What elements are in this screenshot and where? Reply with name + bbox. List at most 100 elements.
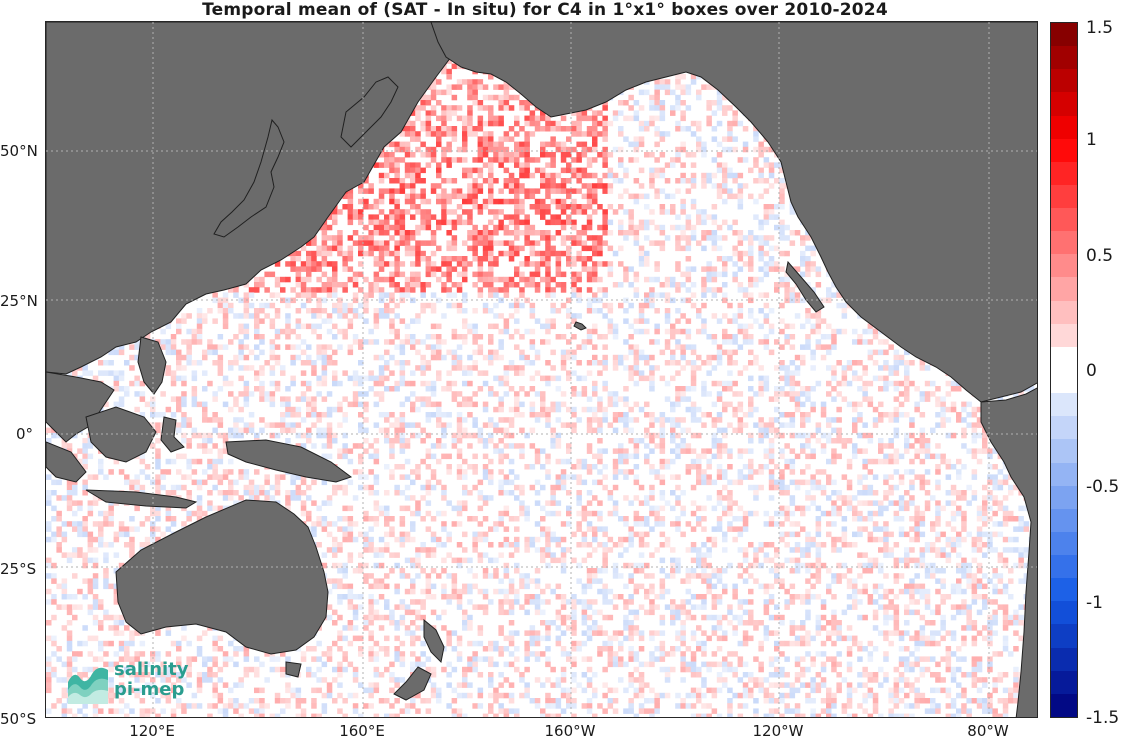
anomaly-cell — [628, 224, 634, 231]
anomaly-cell — [644, 120, 650, 127]
anomaly-cell — [410, 245, 416, 252]
anomaly-cell — [436, 136, 442, 142]
anomaly-cell — [477, 188, 484, 194]
anomaly-cell — [264, 271, 270, 278]
anomaly-cell — [337, 282, 343, 288]
anomaly-cell — [555, 282, 562, 288]
anomaly-cell — [680, 84, 686, 90]
anomaly-cell — [389, 214, 395, 220]
anomaly-cell — [753, 146, 759, 153]
anomaly-cell — [722, 178, 728, 184]
anomaly-cell — [685, 126, 692, 132]
anomaly-cell — [659, 167, 666, 174]
anomaly-cell — [737, 240, 744, 246]
anomaly-cell — [545, 193, 551, 200]
anomaly-cell — [404, 287, 411, 293]
anomaly-cell — [326, 292, 333, 298]
anomaly-cell — [290, 250, 296, 257]
anomaly-cell — [300, 266, 307, 272]
anomaly-cell — [592, 235, 598, 241]
anomaly-cell — [415, 313, 421, 319]
anomaly-cell — [690, 235, 697, 241]
anomaly-cell — [638, 167, 645, 174]
anomaly-cell — [456, 204, 463, 210]
anomaly-cell — [456, 115, 463, 122]
anomaly-cell — [633, 193, 640, 200]
anomaly-cell — [529, 230, 536, 236]
anomaly-cell — [498, 198, 504, 205]
anomaly-cell — [451, 302, 458, 309]
anomaly-cell — [415, 167, 421, 174]
anomaly-cell — [737, 313, 744, 319]
anomaly-cell — [706, 105, 712, 111]
anomaly-cell — [789, 204, 796, 210]
anomaly-cell — [441, 120, 447, 127]
anomaly-cell — [737, 302, 744, 309]
anomaly-cell — [576, 126, 582, 132]
anomaly-cell — [456, 219, 463, 226]
anomaly-cell — [649, 105, 655, 111]
anomaly-cell — [654, 89, 660, 96]
anomaly-cell — [545, 276, 551, 283]
anomaly-cell — [675, 308, 681, 314]
anomaly-cell — [425, 162, 432, 168]
anomaly-cell — [654, 172, 660, 179]
anomaly-cell — [399, 131, 406, 137]
anomaly-cell — [399, 292, 406, 298]
anomaly-cell — [576, 204, 582, 210]
anomaly-cell — [784, 235, 790, 241]
anomaly-cell — [633, 100, 640, 106]
anomaly-cell — [280, 287, 286, 293]
anomaly-cell — [529, 240, 536, 246]
anomaly-cell — [352, 313, 359, 319]
anomaly-cell — [555, 126, 562, 132]
anomaly-cell — [196, 313, 203, 319]
anomaly-cell — [586, 276, 593, 283]
anomaly-cell — [670, 224, 676, 231]
anomaly-cell — [623, 308, 629, 314]
anomaly-cell — [508, 126, 515, 132]
anomaly-cell — [779, 230, 785, 236]
anomaly-cell — [488, 266, 494, 272]
anomaly-cell — [696, 219, 702, 226]
anomaly-cell — [607, 152, 614, 158]
anomaly-cell — [748, 240, 754, 246]
anomaly-cell — [534, 188, 541, 194]
anomaly-cell — [482, 240, 489, 246]
anomaly-cell — [389, 198, 395, 205]
anomaly-cell — [415, 276, 421, 283]
anomaly-cell — [420, 126, 426, 132]
anomaly-cell — [503, 94, 510, 101]
anomaly-cell — [425, 271, 432, 278]
anomaly-cell — [534, 287, 541, 293]
anomaly-cell — [524, 261, 530, 267]
anomaly-cell — [602, 224, 608, 231]
anomaly-cell — [233, 313, 239, 319]
anomaly-cell — [420, 240, 426, 246]
anomaly-cell — [404, 183, 411, 189]
anomaly-cell — [503, 100, 510, 106]
anomaly-cell — [737, 204, 744, 210]
anomaly-cell — [488, 115, 494, 122]
anomaly-cell — [555, 146, 562, 153]
anomaly-cell — [389, 141, 395, 148]
anomaly-cell — [373, 230, 380, 236]
anomaly-cell — [399, 271, 406, 278]
anomaly-cell — [259, 302, 265, 309]
anomaly-cell — [493, 198, 499, 205]
anomaly-cell — [690, 120, 697, 127]
anomaly-cell — [680, 271, 686, 278]
anomaly-cell — [488, 146, 494, 153]
anomaly-cell — [722, 172, 728, 179]
anomaly-cell — [716, 188, 723, 194]
anomaly-cell — [820, 297, 827, 304]
anomaly-cell — [498, 105, 504, 111]
anomaly-cell — [394, 172, 400, 179]
anomaly-cell — [602, 240, 608, 246]
anomaly-cell — [524, 105, 530, 111]
anomaly-cell — [612, 209, 619, 215]
anomaly-cell — [560, 235, 567, 241]
anomaly-cell — [378, 308, 385, 314]
map-panel[interactable] — [45, 21, 1038, 718]
anomaly-cell — [503, 89, 510, 96]
